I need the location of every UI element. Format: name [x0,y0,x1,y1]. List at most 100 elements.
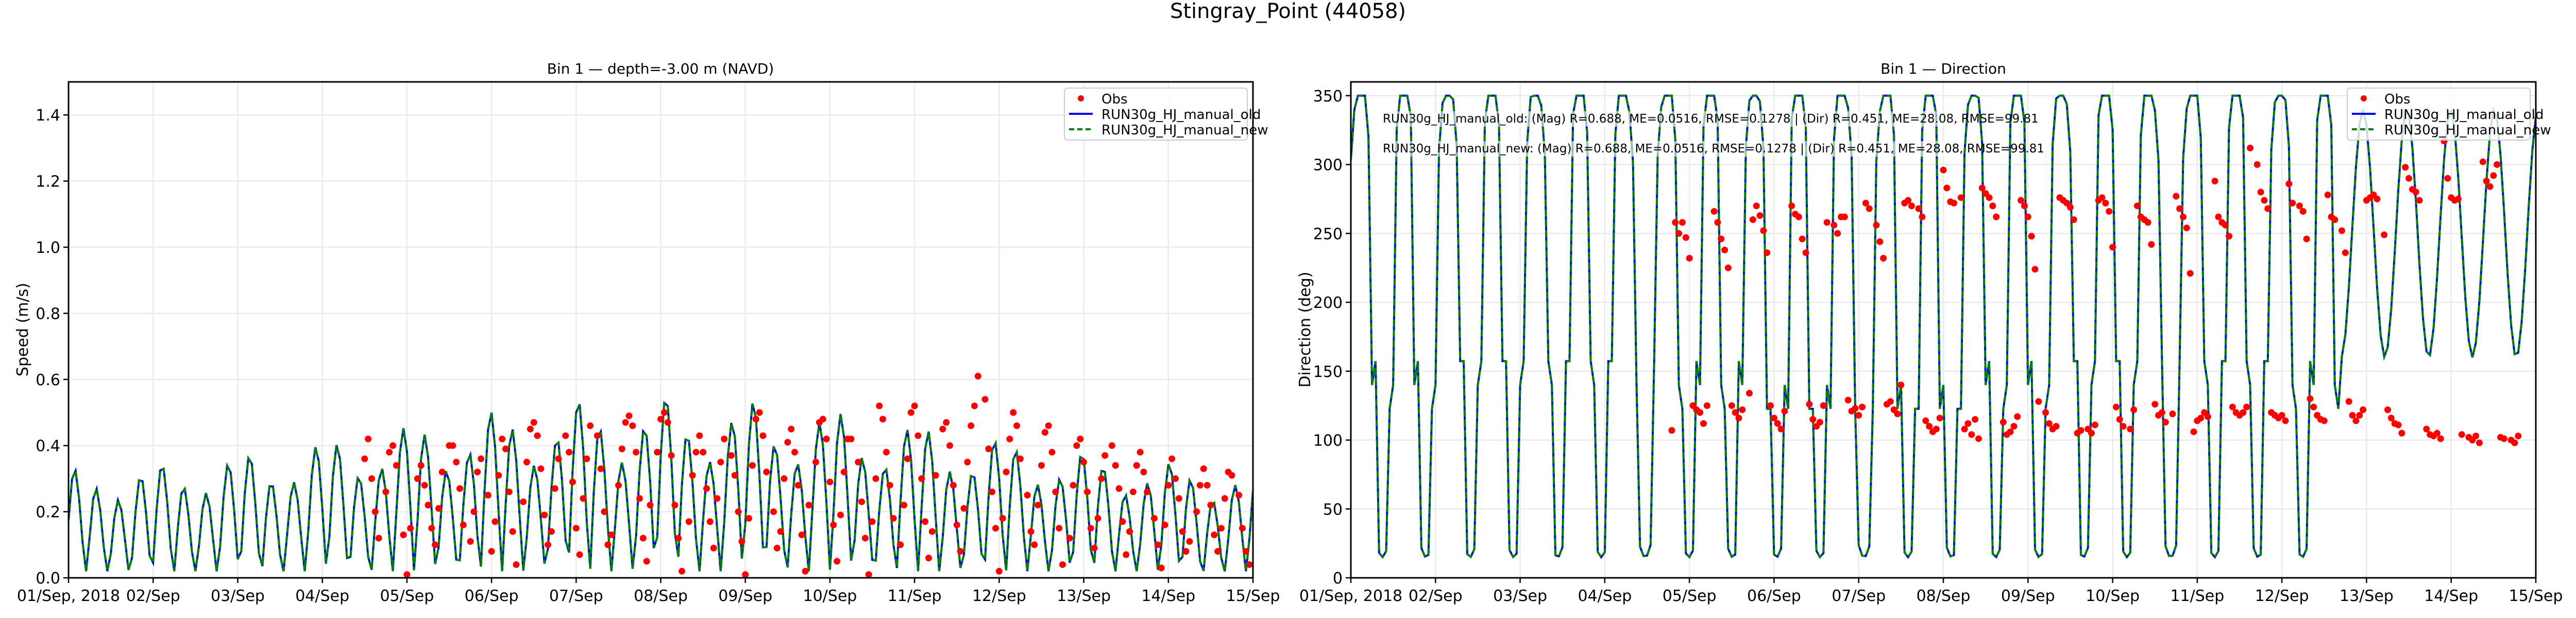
speed-obs-point [700,449,707,456]
direction-obs-point [1703,402,1710,409]
direction-obs-point [2077,427,2084,434]
speed-obs-point [721,435,728,442]
speed-obs-point [735,508,742,516]
speed-obs-point [492,518,499,525]
speed-obs-point [756,409,763,416]
speed-obs-point [901,502,908,509]
direction-obs-point [2091,421,2098,428]
speed-x-tick-label: 05/Sep [380,587,434,605]
speed-y-tick-label: 0.2 [36,504,60,522]
direction-obs-point [1718,235,1725,243]
speed-obs-point [1059,561,1066,568]
speed-obs-point [791,449,799,456]
direction-obs-point [1820,402,1827,409]
speed-x-tick-label: 09/Sep [718,587,772,605]
direction-obs-point [1770,415,1777,422]
direction-obs-point [2162,419,2169,426]
speed-obs-point [1196,482,1204,489]
speed-obs-point [432,541,439,548]
speed-obs-point [1048,449,1056,456]
speed-obs-point [474,469,481,476]
speed-obs-point [830,521,837,528]
direction-obs-point [1710,208,1718,215]
speed-obs-point [1172,475,1179,482]
direction-obs-point [2387,415,2395,422]
speed-legend-box [1064,88,1248,141]
speed-obs-point [925,554,933,561]
speed-y-tick-label: 0.8 [36,305,60,323]
direction-obs-point [2151,401,2159,408]
speed-obs-point [583,455,590,462]
speed-obs-point [1221,495,1228,502]
speed-obs-point [428,525,435,532]
direction-obs-point [2133,202,2141,210]
speed-obs-point [371,508,379,516]
speed-obs-point [837,511,844,519]
speed-obs-point [1200,465,1207,472]
direction-obs-point [2158,409,2165,416]
direction-obs-point [1961,425,1968,433]
direction-obs-point [1724,264,1732,271]
speed-obs-point [749,462,756,469]
direction-obs-point [1802,249,1809,256]
direction-obs-point [1746,390,1753,397]
speed-obs-point [840,469,848,476]
speed-obs-point [1175,495,1182,502]
speed-obs-point [752,416,759,423]
direction-obs-point [1841,213,1848,220]
speed-obs-point [777,528,784,535]
direction-obs-point [1894,410,1901,418]
direction-obs-point [2278,411,2285,419]
direction-obs-point [1809,416,1817,423]
speed-x-tick-label: 03/Sep [211,587,265,605]
speed-obs-point [654,449,661,456]
speed-obs-point [608,531,615,539]
direction-obs-point [2106,208,2113,215]
speed-obs-point [784,439,791,446]
speed-obs-point [861,535,869,542]
direction-obs-point [1777,425,1785,433]
speed-obs-point [1182,548,1190,555]
direction-legend-obs-marker [2361,95,2367,101]
speed-y-axis-label: Speed (m/s) [14,283,32,376]
speed-obs-point [629,422,636,430]
speed-obs-point [601,508,608,516]
direction-obs-point [1799,235,1806,243]
direction-obs-point [2176,205,2183,212]
speed-obs-point [365,435,372,442]
direction-obs-point [2120,423,2127,430]
speed-obs-point [738,538,745,545]
speed-obs-point [812,458,820,466]
speed-obs-point [781,475,788,482]
speed-obs-point [710,544,717,552]
speed-obs-point [604,541,612,548]
speed-obs-point [551,485,558,492]
speed-obs-point [576,551,583,558]
speed-obs-point [876,402,883,409]
direction-obs-point [1915,205,1922,212]
stats-annotation: RUN30g_HJ_manual_new: (Mag) R=0.688, ME=… [1383,142,2044,156]
direction-obs-point [1806,401,1813,408]
speed-obs-point [1052,488,1059,495]
speed-obs-point [679,568,686,575]
speed-obs-point [989,488,996,495]
direction-obs-point [2116,416,2123,423]
direction-obs-point [2402,164,2409,171]
direction-obs-point [2282,417,2289,424]
speed-obs-point [537,465,545,472]
speed-obs-point [1158,564,1165,572]
speed-obs-point [773,544,781,552]
speed-obs-point [456,485,463,492]
direction-obs-point [1926,423,1933,430]
direction-obs-point [2454,195,2462,202]
speed-obs-point [1024,492,1031,499]
stats-annotation: RUN30g_HJ_manual_old: (Mag) R=0.688, ME=… [1383,112,2039,126]
direction-obs-point [2112,403,2120,410]
speed-obs-point [1217,525,1225,532]
direction-obs-point [1972,416,1979,423]
direction-y-tick-label: 50 [1323,501,1343,519]
speed-obs-point [957,548,964,555]
speed-obs-point [1115,485,1123,492]
direction-obs-point [2240,409,2247,416]
speed-obs-point [717,458,724,466]
